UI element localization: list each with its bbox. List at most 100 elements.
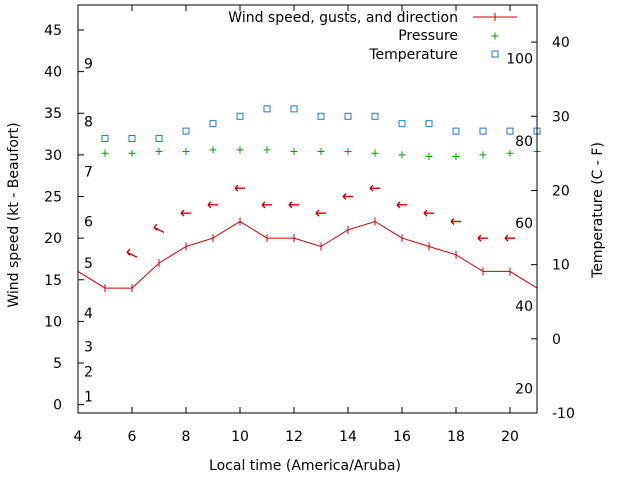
temperature-point — [263, 105, 271, 113]
x-tick-label: 4 — [74, 429, 83, 445]
x-tick-label: 8 — [182, 429, 191, 445]
temperature-point — [290, 105, 298, 113]
y-left-tick-label: 30 — [44, 148, 62, 164]
wind-direction-arrow — [315, 209, 326, 217]
y-right-tick-label: 10 — [552, 258, 570, 274]
temperature-point — [128, 135, 136, 143]
y-right-tick-label: 40 — [552, 35, 570, 51]
y-left-tick-label: 0 — [53, 398, 62, 414]
pressure-point — [317, 148, 325, 156]
pressure-point — [209, 146, 217, 154]
wind-direction-arrow — [126, 248, 138, 258]
x-axis-label: Local time (America/Aruba) — [209, 458, 401, 474]
legend-label-wind: Wind speed, gusts, and direction — [228, 10, 458, 26]
fahrenheit-label: 60 — [515, 216, 533, 232]
temperature-point — [479, 127, 487, 135]
wind-direction-arrow — [234, 184, 245, 192]
pressure-point — [101, 149, 109, 157]
temperature-point — [182, 127, 190, 135]
pressure-point — [398, 151, 406, 159]
x-tick-label: 16 — [393, 429, 411, 445]
y-left-tick-label: 5 — [53, 356, 62, 372]
wind-direction-arrow — [153, 223, 165, 233]
fahrenheit-label: 40 — [515, 299, 533, 315]
pressure-point — [506, 149, 514, 157]
pressure-point — [344, 148, 352, 156]
beaufort-label: 1 — [84, 389, 93, 405]
wind-direction-arrow — [477, 234, 488, 242]
temperature-point — [371, 112, 379, 120]
wind-speed-line — [77, 220, 538, 289]
y-left-tick-label: 20 — [44, 231, 62, 247]
beaufort-label: 7 — [84, 165, 93, 181]
tick-label-layer: 4 6 8 10 12 14 16 18 20051015202530354045-100102… — [44, 23, 575, 445]
temperature-point — [317, 112, 325, 120]
beaufort-label: 9 — [84, 56, 93, 72]
y-left-tick-label: 10 — [44, 314, 62, 330]
temperature-point — [101, 135, 109, 143]
wind-direction-arrow — [396, 201, 407, 209]
temperature-point — [209, 120, 217, 128]
legend: Wind speed, gusts, and direction Pressur… — [228, 10, 517, 63]
x-tick-label: 12 — [285, 429, 303, 445]
x-tick-label: 20 — [501, 429, 519, 445]
temperature-point — [155, 135, 163, 143]
y-right-tick-label: 0 — [552, 332, 561, 348]
fahrenheit-label: 100 — [506, 51, 533, 67]
series-layer — [77, 105, 541, 293]
beaufort-label: 4 — [84, 306, 93, 322]
legend-label-temperature: Temperature — [368, 47, 458, 63]
wind-direction-arrow — [207, 201, 218, 209]
pressure-point — [479, 151, 487, 159]
beaufort-label: 6 — [84, 214, 93, 230]
legend-label-pressure: Pressure — [398, 28, 458, 44]
y-left-tick-label: 45 — [44, 23, 62, 39]
wind-direction-arrow — [180, 209, 191, 217]
tick-layer — [77, 5, 537, 414]
temperature-point — [398, 120, 406, 128]
y-right-tick-label: 30 — [552, 109, 570, 125]
wind-direction-arrow — [288, 201, 299, 209]
beaufort-label: 3 — [84, 339, 93, 355]
x-tick-label: 14 — [339, 429, 357, 445]
y-left-tick-label: 25 — [44, 190, 62, 206]
legend-sample-temperature — [491, 50, 499, 58]
wind-direction-arrow — [342, 193, 353, 201]
wind-direction-arrow — [369, 184, 380, 192]
pressure-point — [155, 148, 163, 156]
temperature-point — [506, 127, 514, 135]
y-right-tick-label: 20 — [552, 183, 570, 199]
y-axis-left-label: Wind speed (kt - Beaufort) — [6, 122, 22, 307]
legend-sample-pressure — [491, 32, 499, 40]
y-left-tick-label: 35 — [44, 106, 62, 122]
wind-direction-arrow — [423, 209, 434, 217]
plot-frame — [77, 4, 538, 414]
pressure-point — [425, 153, 433, 161]
pressure-point — [452, 153, 460, 161]
x-tick-label: 10 — [231, 429, 249, 445]
pressure-point — [128, 149, 136, 157]
x-tick-label: 6 — [128, 429, 137, 445]
y-right-tick-label: -10 — [552, 406, 575, 422]
pressure-point — [236, 146, 244, 154]
pressure-point — [182, 148, 190, 156]
temperature-point — [344, 112, 352, 120]
wind-direction-arrow — [261, 201, 272, 209]
y-left-tick-label: 40 — [44, 65, 62, 81]
y-axis-right-label: Temperature (C - F) — [590, 142, 606, 279]
wind-direction-arrow — [450, 217, 461, 225]
temperature-point — [425, 120, 433, 128]
y-left-tick-label: 15 — [44, 273, 62, 289]
wind-direction-arrow — [504, 234, 515, 242]
x-tick-label: 18 — [447, 429, 465, 445]
temperature-point — [236, 112, 244, 120]
beaufort-label: 2 — [84, 364, 93, 380]
fahrenheit-label: 80 — [515, 134, 533, 150]
pressure-point — [371, 149, 379, 157]
pressure-point — [290, 148, 298, 156]
beaufort-label: 5 — [84, 256, 93, 272]
temperature-point — [452, 127, 460, 135]
pressure-point — [263, 146, 271, 154]
fahrenheit-label: 20 — [515, 382, 533, 398]
